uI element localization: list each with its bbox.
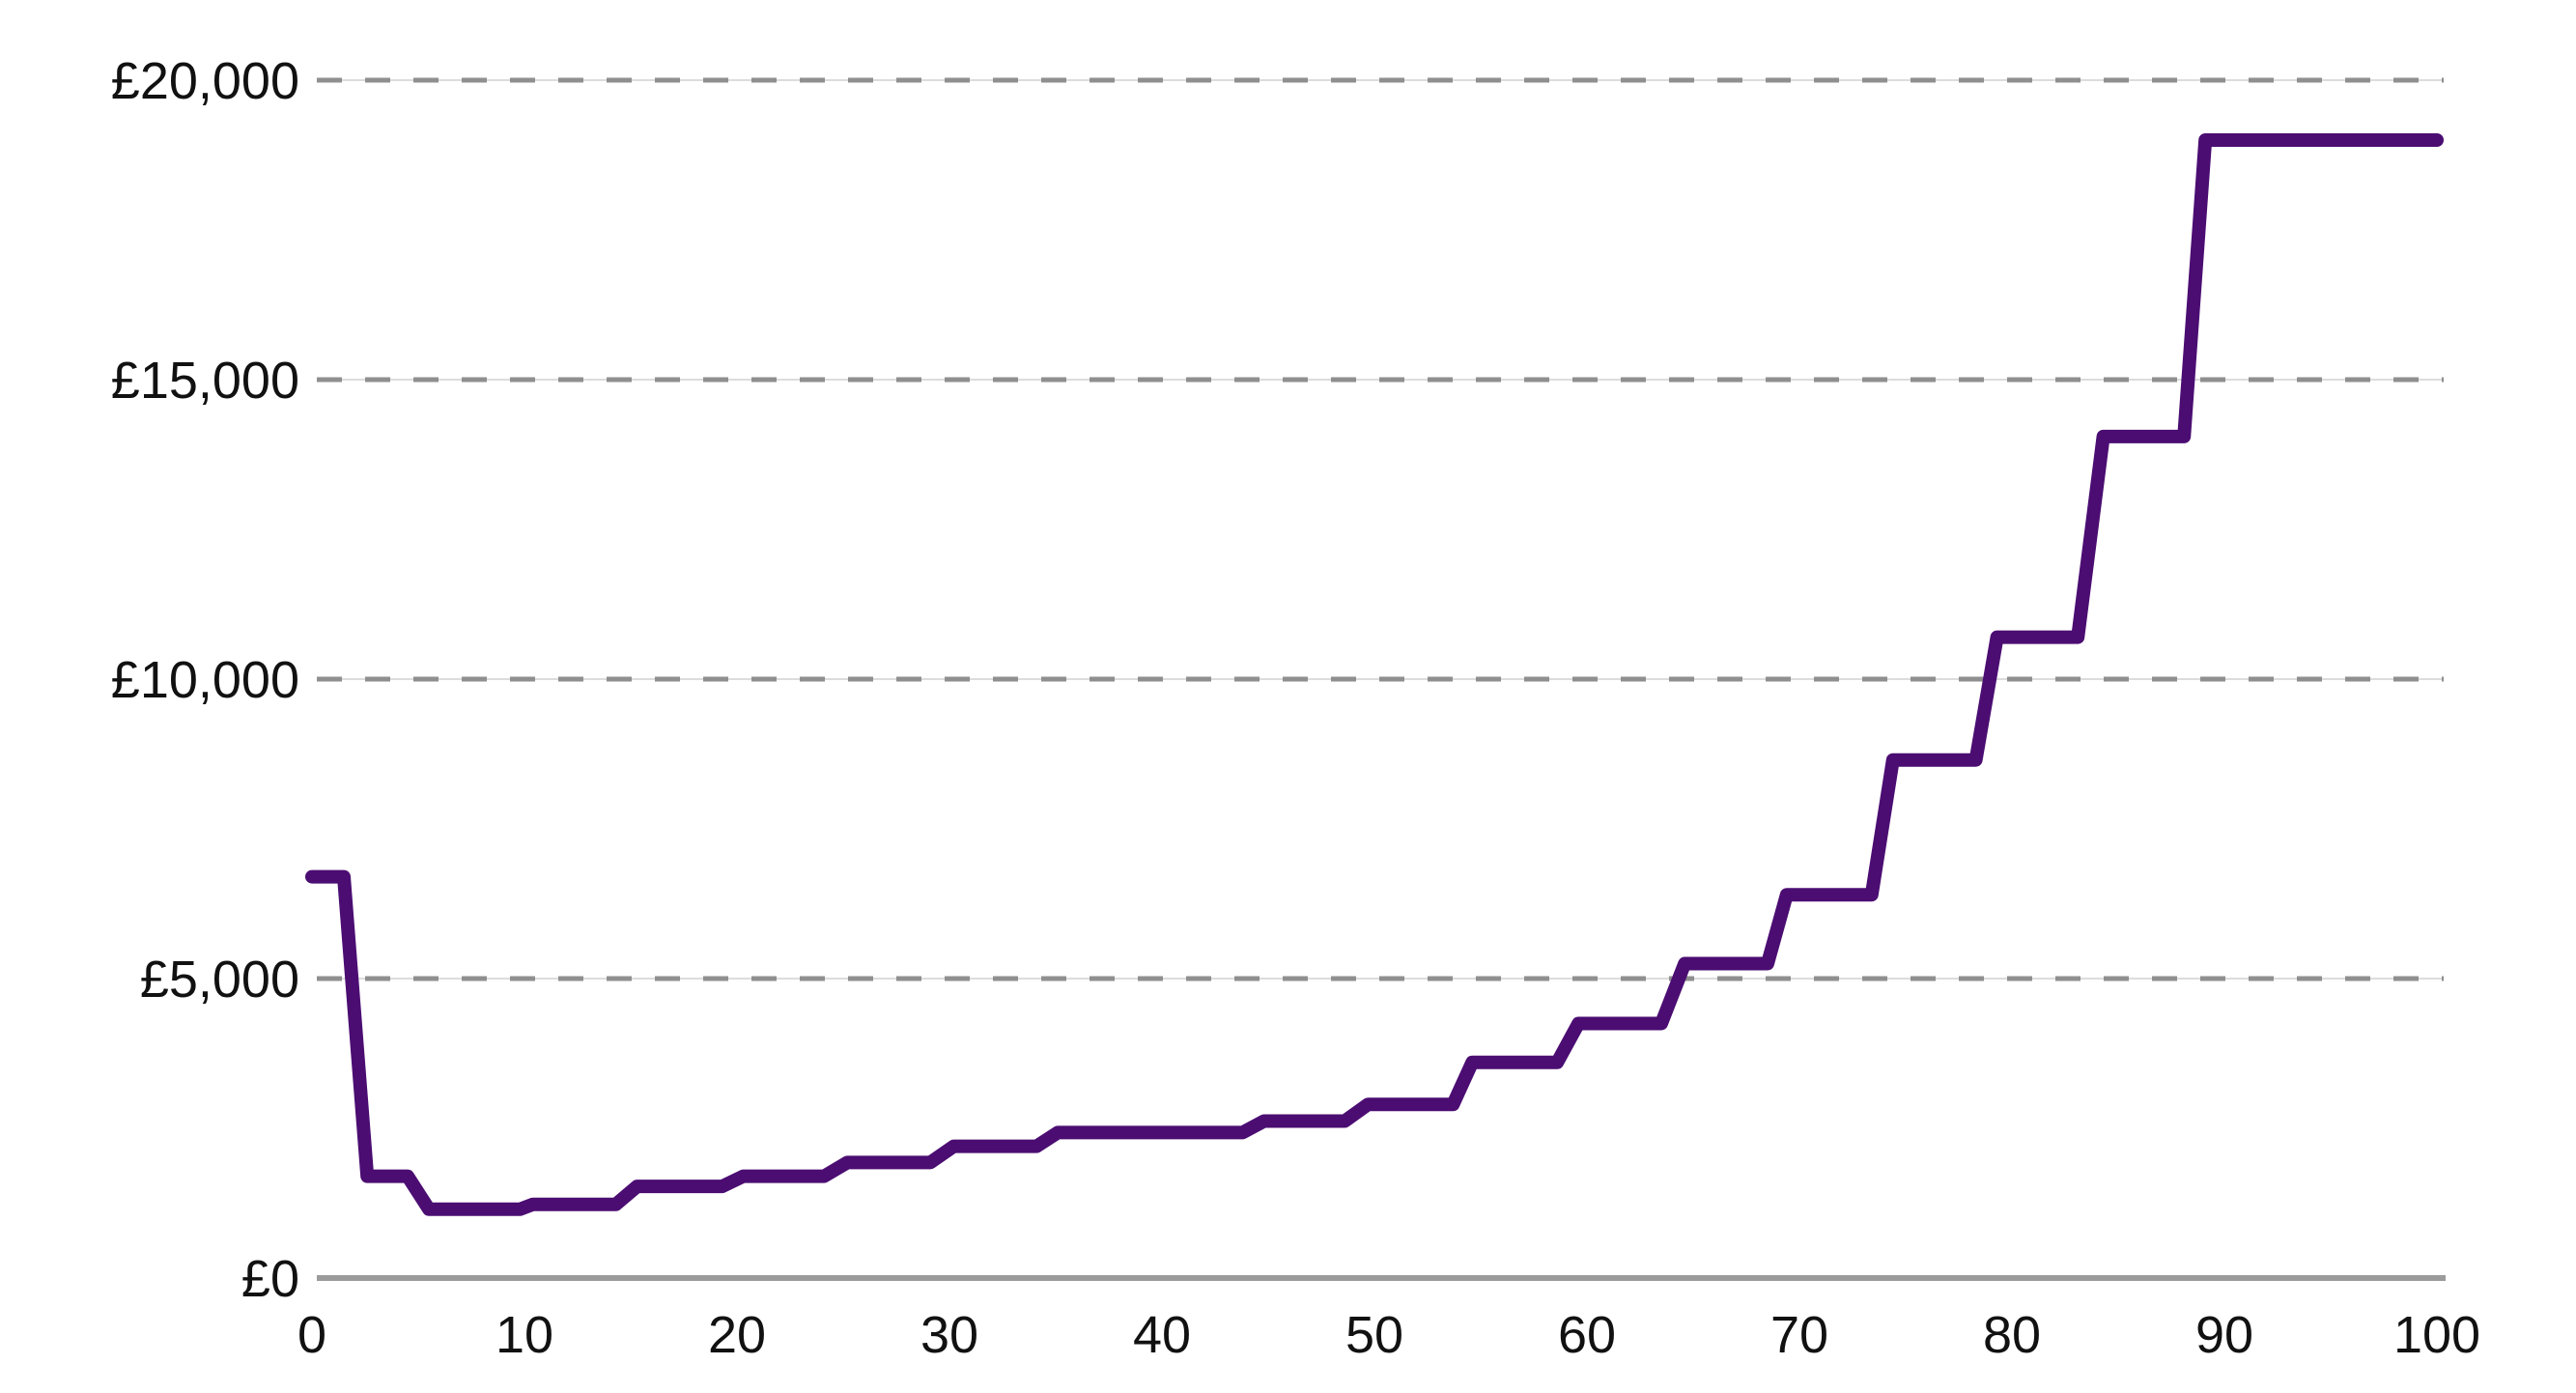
x-tick-label: 90 — [2195, 1306, 2253, 1364]
y-tick-label: £20,000 — [111, 52, 299, 110]
x-tick-label: 40 — [1133, 1306, 1191, 1364]
y-tick-label: £0 — [241, 1250, 299, 1308]
x-tick-label: 70 — [1770, 1306, 1828, 1364]
x-tick-label: 60 — [1558, 1306, 1616, 1364]
x-tick-label: 50 — [1345, 1306, 1403, 1364]
cost-line — [305, 133, 2444, 1216]
y-axis-labels: £0 £5,000 £10,000 £15,000 £20,000 — [111, 52, 299, 1308]
x-tick-label: 100 — [2393, 1306, 2480, 1364]
x-axis-labels: 0 10 20 30 40 50 60 70 80 90 100 — [297, 1306, 2480, 1364]
gridlines — [317, 77, 2446, 1281]
x-tick-label: 80 — [1983, 1306, 2041, 1364]
y-tick-label: £5,000 — [140, 951, 299, 1009]
y-tick-label: £15,000 — [111, 352, 299, 410]
x-tick-label: 30 — [920, 1306, 978, 1364]
y-tick-label: £10,000 — [111, 651, 299, 709]
x-tick-label: 20 — [708, 1306, 766, 1364]
x-tick-label: 0 — [297, 1306, 326, 1364]
x-tick-label: 10 — [495, 1306, 553, 1364]
